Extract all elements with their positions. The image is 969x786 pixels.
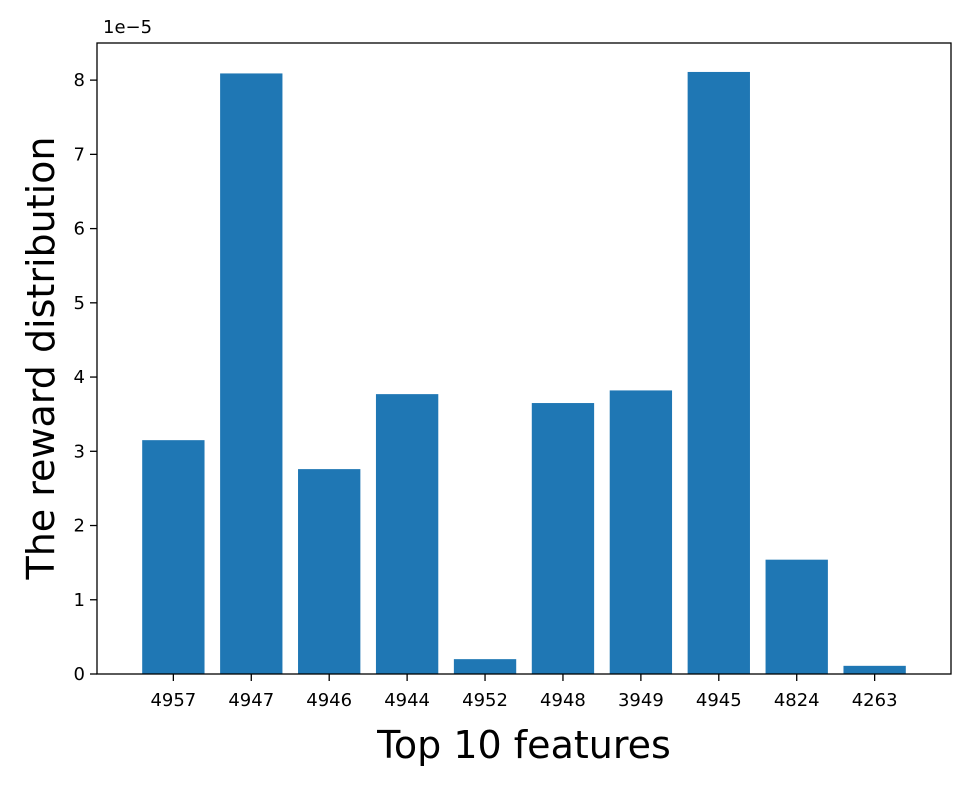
bar — [687, 71, 750, 674]
x-tick-label: 4945 — [696, 690, 742, 711]
bar — [843, 665, 906, 674]
y-tick-label: 6 — [74, 219, 85, 240]
x-tick-label: 3949 — [618, 690, 664, 711]
x-tick-label: 4263 — [852, 690, 898, 711]
y-tick-label: 3 — [74, 441, 85, 462]
x-tick-label: 4947 — [228, 690, 274, 711]
bar — [531, 403, 595, 674]
x-tick-label: 4944 — [384, 690, 430, 711]
y-tick-label: 4 — [74, 367, 85, 388]
x-tick-label: 4952 — [462, 690, 508, 711]
bar — [142, 440, 205, 674]
y-tick-label: 1 — [74, 590, 85, 611]
bar — [453, 659, 517, 674]
bar — [765, 559, 828, 674]
plot-frame — [96, 42, 952, 675]
x-tick-label: 4948 — [540, 690, 586, 711]
bar — [375, 394, 439, 674]
x-tick-label: 4957 — [150, 690, 196, 711]
y-tick-label: 7 — [74, 144, 85, 165]
bar — [298, 469, 361, 674]
x-tick-label: 4946 — [306, 690, 352, 711]
y-axis-label: The reward distribution — [19, 137, 63, 581]
x-tick-label: 4824 — [774, 690, 820, 711]
y-tick-label: 0 — [74, 664, 85, 685]
bar — [609, 390, 673, 674]
y-offset-text: 1e−5 — [103, 17, 152, 38]
y-tick-label: 2 — [74, 516, 85, 537]
bar — [220, 73, 283, 675]
x-axis-label: Top 10 features — [376, 723, 671, 767]
y-tick-label: 5 — [74, 293, 85, 314]
y-tick-label: 8 — [74, 70, 85, 91]
